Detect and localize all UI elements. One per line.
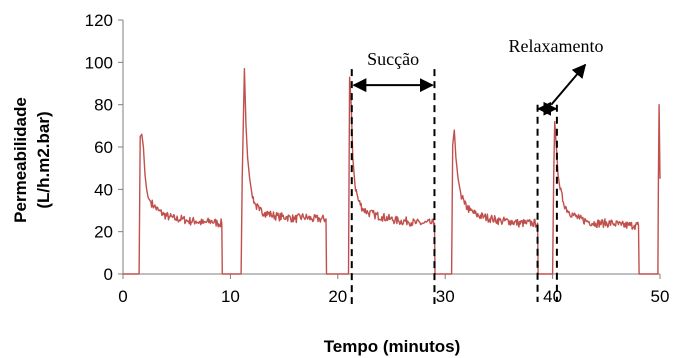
series-line <box>123 67 661 275</box>
x-tick-label: 20 <box>328 287 347 306</box>
chart-axes <box>118 19 661 279</box>
y-axis-title-line1: Permeabilidade <box>11 97 30 223</box>
relaxation-label: Relaxamento <box>509 36 604 56</box>
x-tick-label: 0 <box>118 287 127 306</box>
y-tick-label: 60 <box>94 138 113 157</box>
y-axis-title-line2: (L/h.m2.bar) <box>34 111 53 208</box>
y-tick-label: 40 <box>94 180 113 199</box>
y-tick-label: 0 <box>104 265 113 284</box>
annotation-layer: Sucção Relaxamento <box>350 36 604 304</box>
x-tick-labels: 0 10 20 30 40 50 <box>118 287 669 306</box>
y-tick-label: 80 <box>94 96 113 115</box>
series-layer <box>123 67 661 275</box>
y-tick-labels: 0 20 40 60 80 100 120 <box>85 11 113 284</box>
y-tick-label: 100 <box>85 53 113 72</box>
x-axis-title: Tempo (minutos) <box>324 337 461 356</box>
y-tick-label: 20 <box>94 223 113 242</box>
relaxation-pointer-arrow <box>550 63 587 106</box>
x-tick-label: 50 <box>651 287 670 306</box>
x-tick-label: 10 <box>221 287 240 306</box>
x-tick-label: 30 <box>436 287 455 306</box>
y-tick-label: 120 <box>85 11 113 30</box>
suction-label: Sucção <box>367 49 419 69</box>
x-tick-label: 40 <box>543 287 562 306</box>
